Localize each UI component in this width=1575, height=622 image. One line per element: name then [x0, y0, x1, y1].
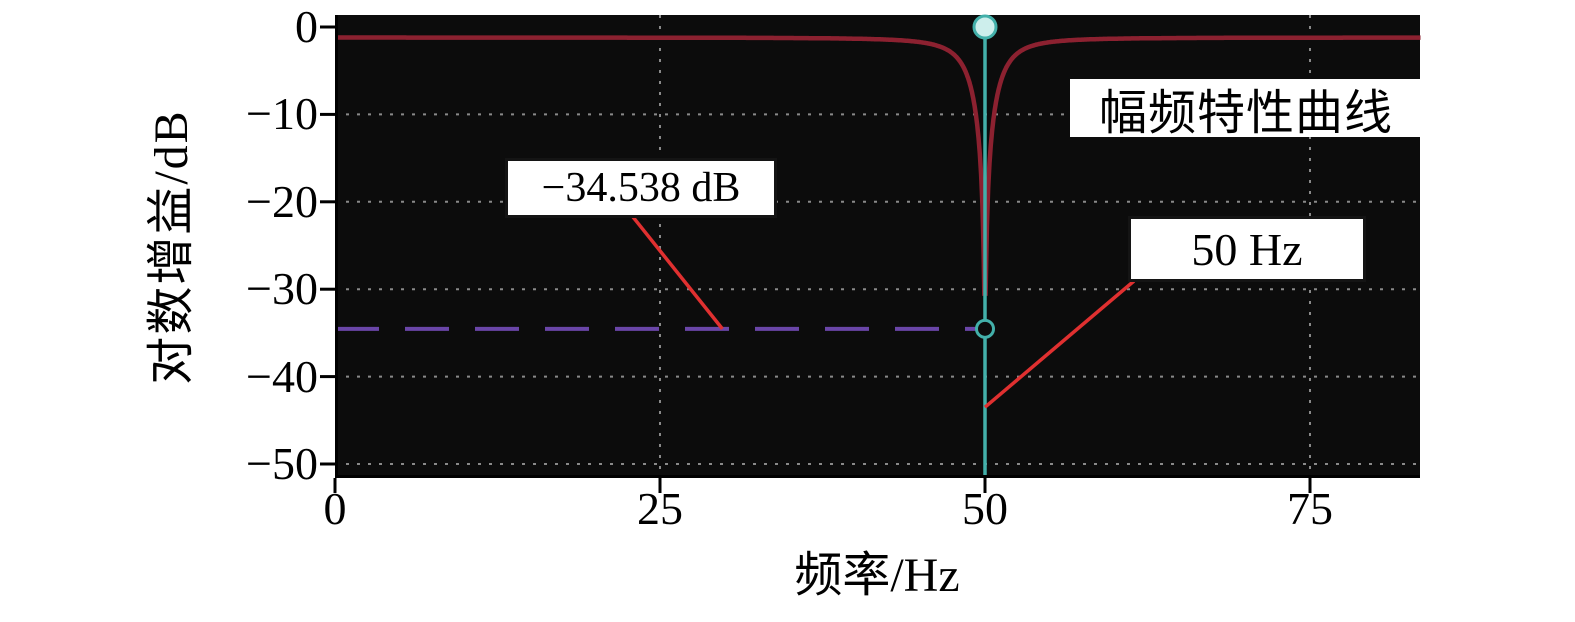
y-tick-label: −50: [246, 438, 318, 489]
frequency-callout-text: 50 Hz: [1191, 223, 1303, 275]
series-title-label: 幅频特性曲线: [1070, 79, 1422, 140]
data-marker: [972, 14, 998, 40]
y-tick-label: −40: [246, 350, 318, 402]
y-tick-label: −30: [246, 263, 318, 315]
x-axis-label: 频率/Hz: [794, 549, 960, 602]
magnitude-response-curve: [335, 35, 1421, 296]
attenuation-callout-text: −34.538 dB: [541, 165, 741, 211]
x-tick-label: 0: [323, 483, 347, 534]
frequency-callout: 50 Hz: [1128, 216, 1366, 282]
x-tick-label: 75: [1287, 483, 1333, 534]
y-axis-label: 对数增益/dB: [145, 109, 198, 385]
attenuation-callout: −34.538 dB: [505, 158, 777, 218]
y-tick-label: −10: [246, 88, 318, 140]
y-tick-label: −20: [246, 175, 318, 227]
y-tick-label: 0: [295, 1, 318, 52]
x-tick-label: 50: [962, 483, 1008, 534]
x-tick-label: 25: [637, 483, 683, 534]
data-marker: [975, 318, 995, 339]
